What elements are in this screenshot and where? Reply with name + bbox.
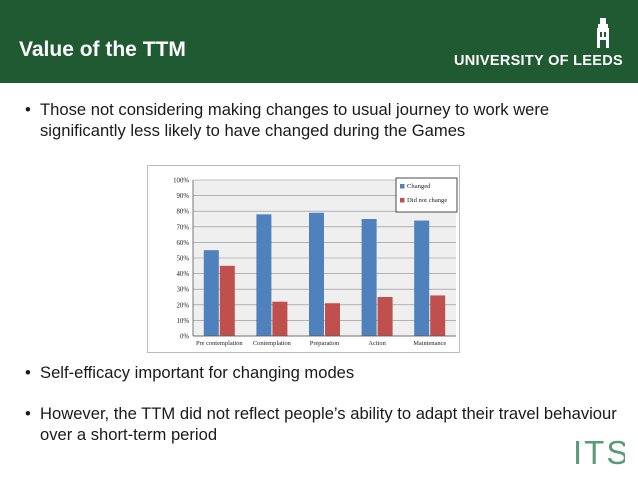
- bullet-marker: •: [25, 404, 31, 423]
- chart-frame: 0% 10% 20% 30% 40% 50% 60% 70% 80% 90% 100% Pre con…: [147, 165, 460, 353]
- y-tick-label: 80%: [177, 209, 190, 216]
- bullet-item: • Those not considering making changes t…: [25, 99, 625, 141]
- bar: [309, 212, 324, 336]
- x-tick-label: Preparation: [310, 340, 340, 347]
- legend-box: [395, 177, 458, 213]
- bullet-marker: •: [25, 100, 31, 119]
- x-tick-label: Pre contemplation: [196, 340, 243, 347]
- bullet-text: Self-efficacy important for changing mod…: [40, 363, 355, 382]
- bar: [272, 301, 288, 336]
- university-tower-icon: [597, 18, 609, 48]
- bar-chart: 0% 10% 20% 30% 40% 50% 60% 70% 80% 90% 100% Pre con…: [173, 177, 458, 347]
- bar: [256, 214, 272, 336]
- x-tick-label: Action: [368, 340, 386, 347]
- y-tick-label: 10%: [177, 318, 190, 325]
- y-tick-label: 70%: [177, 224, 190, 231]
- x-tick-label: Contemplation: [253, 340, 292, 347]
- its-logo-text: ITS: [573, 435, 625, 467]
- bar: [377, 297, 393, 336]
- legend-label: Changed: [407, 183, 431, 190]
- slide-title: Value of the TTM: [19, 38, 186, 61]
- its-logo: ITS: [573, 435, 625, 467]
- bullet-text: Those not considering making changes to …: [40, 100, 550, 140]
- legend-swatch: [400, 184, 405, 189]
- bar: [414, 220, 430, 336]
- y-tick-label: 40%: [177, 271, 190, 278]
- y-tick-label: 50%: [177, 256, 190, 263]
- bar: [219, 265, 235, 336]
- legend-swatch: [400, 198, 405, 203]
- x-tick-label: Maintenance: [413, 340, 446, 347]
- y-tick-label: 0%: [180, 334, 189, 341]
- bullet-item: • However, the TTM did not reflect peopl…: [25, 403, 625, 445]
- y-tick-label: 20%: [177, 302, 190, 309]
- bar: [430, 295, 446, 336]
- y-tick-label: 100%: [173, 178, 189, 185]
- y-tick-label: 60%: [177, 240, 190, 247]
- y-tick-label: 30%: [177, 287, 190, 294]
- bullet-text: However, the TTM did not reflect people’…: [40, 404, 617, 444]
- bullet-item: • Self-efficacy important for changing m…: [25, 362, 625, 383]
- legend-label: Did not change: [407, 197, 447, 204]
- bar: [325, 303, 340, 336]
- university-logo-text: UNIVERSITY OF LEEDS: [454, 53, 623, 69]
- bullet-marker: •: [25, 363, 31, 382]
- bar: [361, 219, 377, 336]
- header-bar: Value of the TTM UNIVERSITY OF LEEDS: [0, 0, 638, 83]
- bar: [203, 250, 219, 336]
- y-tick-label: 90%: [177, 193, 190, 200]
